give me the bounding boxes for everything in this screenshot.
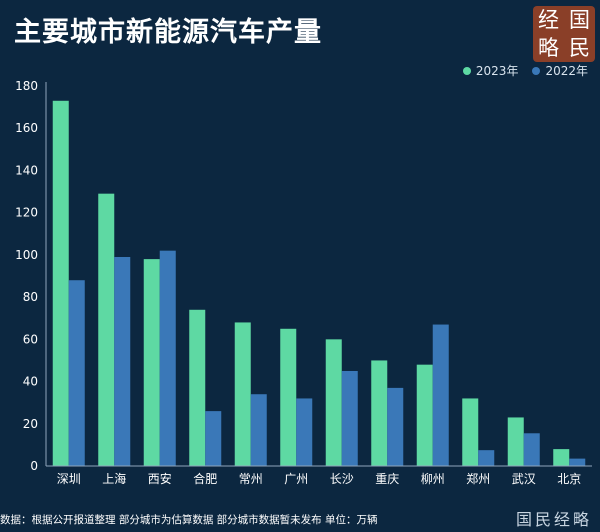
logo-char: 国	[569, 7, 590, 32]
y-tick-label: 140	[15, 163, 38, 177]
chart-title: 主要城市新能源汽车产量	[14, 17, 322, 48]
bar-2023	[280, 328, 297, 466]
bar-2022	[205, 411, 222, 466]
bar-2023	[98, 193, 115, 466]
chart-legend: 2023年 2022年	[462, 62, 588, 79]
y-tick-label: 40	[23, 375, 38, 389]
x-tick-label: 北京	[557, 472, 581, 486]
legend-swatch-2023	[462, 66, 471, 75]
x-tick-label: 合肥	[193, 471, 217, 486]
y-tick-label: 60	[23, 332, 38, 346]
legend-item-2022: 2022年	[532, 62, 588, 79]
bar-2023	[371, 360, 388, 466]
bar-2022	[296, 398, 313, 466]
y-tick-label: 80	[23, 290, 38, 304]
x-tick-label: 上海	[102, 471, 126, 486]
y-tick-label: 0	[30, 459, 38, 473]
bar-2023	[462, 398, 479, 466]
bar-2023	[416, 364, 433, 466]
x-tick-label: 深圳	[57, 472, 81, 486]
bar-2023	[234, 322, 251, 466]
legend-item-2023: 2023年	[462, 62, 519, 79]
bar-2022	[159, 250, 176, 466]
bar-2022	[432, 324, 449, 466]
bar-2022	[341, 371, 358, 466]
bar-2022	[387, 387, 404, 466]
bar-2022	[523, 433, 540, 466]
x-tick-label: 广州	[284, 472, 308, 486]
bar-2023	[325, 339, 342, 466]
y-tick-label: 180	[15, 79, 38, 93]
y-tick-label: 100	[15, 248, 38, 262]
bar-2022	[114, 257, 131, 466]
legend-swatch-2022	[532, 66, 541, 75]
x-tick-label: 郑州	[466, 471, 490, 486]
brand-text: 国民经略	[515, 510, 592, 529]
bar-2022	[478, 450, 495, 466]
x-tick-label: 常州	[239, 472, 263, 486]
data-source-note: 数据：根据公开报道整理 部分城市为估算数据 部分城市数据暂未发布 单位：万辆	[0, 514, 378, 526]
y-tick-label: 20	[23, 417, 38, 431]
x-tick-label: 长沙	[330, 472, 354, 486]
bar-2022	[569, 458, 586, 466]
bar-2023	[52, 100, 69, 467]
x-tick-label: 西安	[148, 471, 172, 486]
bar-2023	[143, 259, 160, 466]
logo-char: 经	[538, 7, 559, 32]
x-tick-label: 重庆	[375, 472, 399, 486]
y-tick-label: 160	[15, 121, 38, 135]
y-tick-label: 120	[15, 206, 38, 220]
bar-2022	[68, 280, 85, 466]
x-tick-label: 柳州	[421, 472, 445, 486]
brand-logo: 经 国 略 民	[533, 6, 595, 62]
bar-2023	[507, 417, 524, 466]
logo-char: 民	[569, 35, 590, 60]
legend-label-2022: 2022年	[545, 64, 588, 78]
bar-2023	[553, 449, 570, 466]
logo-char: 略	[538, 35, 559, 60]
x-tick-label: 武汉	[512, 472, 536, 486]
bar-2023	[189, 309, 206, 466]
legend-label-2023: 2023年	[475, 64, 519, 78]
bar-2022	[250, 394, 267, 466]
